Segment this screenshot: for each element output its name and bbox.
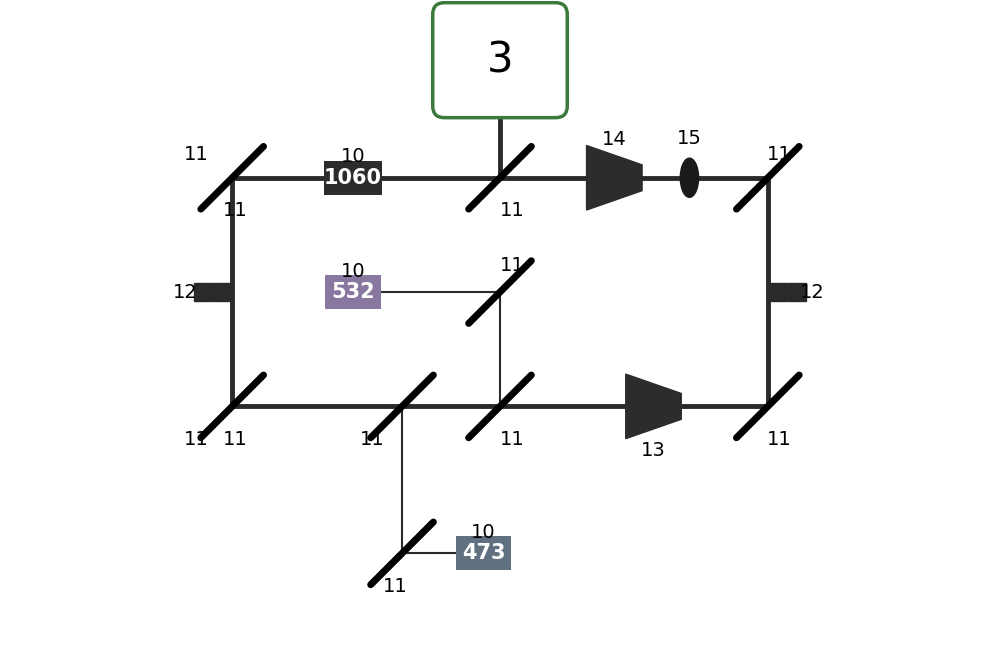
FancyBboxPatch shape [433, 3, 567, 117]
Polygon shape [626, 374, 681, 439]
Text: 11: 11 [767, 430, 792, 449]
Ellipse shape [680, 158, 699, 197]
Text: 11: 11 [184, 146, 209, 165]
Text: 11: 11 [499, 430, 524, 449]
Text: 11: 11 [360, 430, 385, 449]
Text: 10: 10 [341, 262, 365, 281]
Text: 11: 11 [499, 256, 524, 276]
Text: 13: 13 [641, 441, 666, 461]
Text: 12: 12 [173, 283, 198, 302]
Text: 532: 532 [331, 282, 375, 302]
Text: 12: 12 [800, 283, 825, 302]
Text: 11: 11 [223, 430, 248, 449]
FancyBboxPatch shape [324, 161, 382, 195]
Text: 11: 11 [767, 146, 792, 165]
Text: 11: 11 [184, 430, 209, 449]
Text: 10: 10 [471, 523, 496, 542]
FancyBboxPatch shape [456, 537, 511, 570]
Text: 473: 473 [462, 543, 505, 564]
Bar [213, 283, 232, 301]
Text: 10: 10 [341, 148, 365, 167]
Polygon shape [587, 146, 642, 210]
Bar [788, 283, 806, 301]
FancyBboxPatch shape [325, 275, 381, 309]
Bar [194, 283, 212, 301]
Text: 11: 11 [223, 201, 248, 220]
Text: 1060: 1060 [324, 168, 382, 188]
Bar [768, 283, 787, 301]
Text: 11: 11 [499, 201, 524, 220]
Text: 15: 15 [677, 129, 702, 148]
Text: 3: 3 [487, 39, 513, 81]
Text: 14: 14 [602, 131, 627, 150]
Text: 11: 11 [383, 577, 408, 596]
